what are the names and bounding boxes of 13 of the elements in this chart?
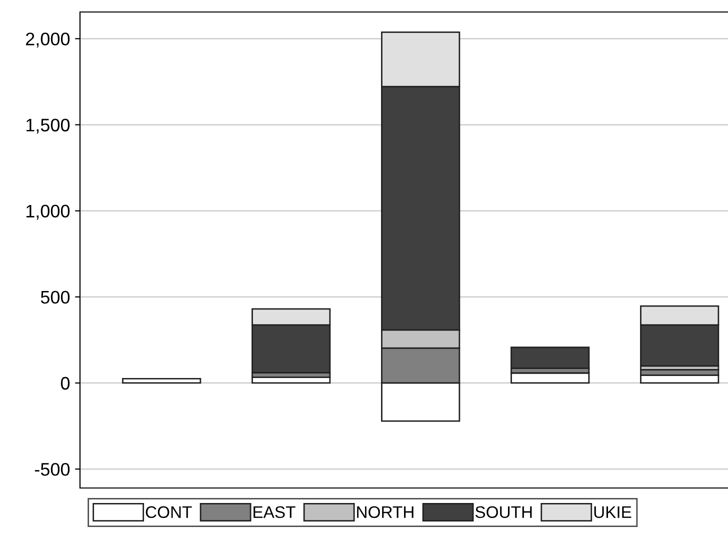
y-tick-label: 2,000 (26, 32, 70, 48)
legend-label: SOUTH (475, 506, 532, 518)
legend-label: EAST (254, 506, 296, 518)
legend-label: NORTH (357, 506, 414, 518)
y-tick-label: -500 (34, 463, 70, 476)
y-tick-label: 1,500 (26, 118, 70, 134)
legend-label: CONT (146, 506, 192, 518)
y-tick-label: 0 (60, 376, 70, 390)
bar (510, 346, 590, 370)
y-tick-label: 1,000 (26, 204, 70, 220)
bar (122, 378, 202, 384)
legend-label: UKIE (594, 506, 632, 518)
y-tick-label: 500 (40, 290, 70, 304)
